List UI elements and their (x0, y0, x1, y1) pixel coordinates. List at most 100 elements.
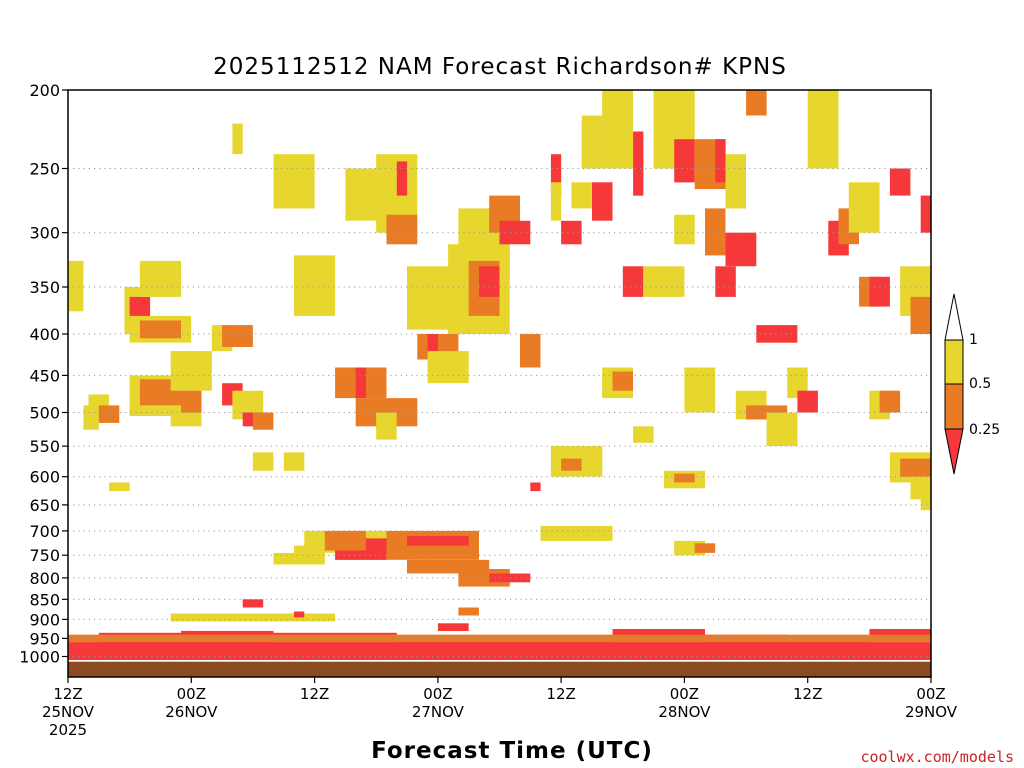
heatmap-cell (725, 154, 746, 209)
y-axis: 200 250 300 350 400 450 500 550 600 650 700 750 800 8… (19, 81, 68, 667)
x-tick-label: 26NOV (165, 703, 218, 721)
heatmap-cell (540, 640, 613, 646)
heatmap-cell (170, 613, 336, 622)
colorbar-legend: 1 0.5 0.25 (944, 293, 1000, 475)
heatmap-cell (458, 607, 479, 616)
heatmap-cell (242, 599, 264, 608)
x-tick-label: 25NOV (42, 703, 95, 721)
heatmap-cell (848, 182, 880, 233)
heatmap-cell (746, 90, 767, 116)
credit-link[interactable]: coolwx.com/models (860, 748, 1014, 766)
x-tick-label: 28NOV (658, 703, 711, 721)
heatmap-cell (807, 90, 839, 169)
heatmap-cell (540, 525, 613, 541)
heatmap-cell (170, 412, 202, 427)
heatmap-cell (479, 266, 500, 297)
x-tick-label: 27NOV (412, 703, 465, 721)
heatmap-cell (252, 452, 274, 471)
heatmap-cell (427, 351, 469, 384)
x-tick-label: 00Z (670, 685, 699, 703)
heatmap-cell (920, 195, 931, 233)
heatmap-cell (674, 139, 695, 183)
heatmap-cell (273, 154, 315, 209)
heatmap-cell (273, 552, 294, 565)
heatmap-cell (139, 260, 181, 297)
x-tick-label: 12Z (53, 685, 82, 703)
heatmap-cell (68, 260, 84, 312)
heatmap-cell (766, 412, 798, 446)
heatmap-cell (386, 214, 418, 245)
heatmap-cell (715, 139, 726, 183)
heatmap-cell (622, 266, 644, 297)
colorbar-top-arrow (944, 293, 964, 341)
heatmap-cell (109, 482, 130, 492)
heatmap-cell (252, 412, 274, 430)
y-tick-label: 450 (29, 366, 60, 385)
heatmap-cell (581, 115, 603, 169)
heatmap-cell (684, 367, 716, 413)
x-tick-label: 00Z (423, 685, 452, 703)
heatmap-cell (376, 412, 397, 440)
heatmap-cell (324, 530, 366, 551)
heatmap-cell (396, 161, 408, 196)
y-tick-label: 200 (29, 81, 60, 100)
heatmap-cell (294, 611, 305, 618)
heatmap-cell (694, 543, 716, 553)
y-tick-label: 750 (29, 546, 60, 565)
y-tick-label: 600 (29, 468, 60, 487)
colorbar-label: 1 (969, 332, 978, 348)
heatmap-cell (550, 182, 562, 221)
heatmap-cell (427, 334, 438, 360)
plot-frame (67, 89, 932, 678)
heatmap-cell (294, 255, 336, 316)
heatmap-cell (674, 214, 695, 245)
heatmap-cell (797, 390, 818, 413)
y-tick-label: 1000 (19, 648, 60, 667)
x-tick-label: 00Z (177, 685, 206, 703)
heatmap-cell (561, 220, 582, 245)
y-tick-label: 950 (29, 629, 60, 648)
heatmap-cell (68, 634, 931, 643)
heatmap-cell (715, 266, 736, 297)
terrain-band (68, 661, 931, 677)
heatmap-cell (910, 296, 931, 334)
heatmap-cell (139, 320, 181, 339)
heatmap-cell (561, 458, 582, 471)
heatmap-cell (499, 220, 531, 245)
heatmap-cell (633, 131, 644, 196)
y-tick-label: 250 (29, 160, 60, 179)
heatmap-cell (550, 154, 562, 196)
heatmap-cell (869, 629, 931, 641)
heatmap-cell (232, 123, 243, 155)
heatmap-cell (869, 276, 890, 307)
heatmap-cell (592, 182, 613, 221)
x-tick-label: 2025 (49, 721, 87, 739)
heatmap-cell (602, 90, 633, 169)
heatmap-cell (879, 390, 901, 413)
colorbar-label: 0.25 (969, 422, 1000, 438)
colorbar-label: 0.5 (969, 376, 991, 392)
y-tick-label: 350 (29, 278, 60, 297)
heatmap-cell (222, 325, 253, 347)
heatmap-cell (633, 426, 654, 443)
heatmap-cell (787, 367, 808, 399)
heatmap-cell (437, 623, 469, 631)
heatmap-cell (520, 334, 541, 368)
y-tick-label: 850 (29, 590, 60, 609)
heatmap-cell (612, 371, 633, 391)
y-tick-label: 900 (29, 610, 60, 629)
heatmap-cell (181, 390, 202, 413)
heatmap-cell (920, 488, 931, 511)
heatmap-cell (756, 325, 798, 343)
colorbar-bottom-arrow (944, 428, 964, 475)
heatmap-cell (407, 535, 469, 546)
heatmap-cell (489, 573, 531, 583)
heatmap-cell (530, 482, 541, 492)
y-tick-label: 500 (29, 404, 60, 423)
heatmap-cell (889, 168, 911, 196)
heatmap-cell (283, 452, 305, 471)
y-tick-label: 550 (29, 437, 60, 456)
heatmap-cells (68, 90, 931, 660)
